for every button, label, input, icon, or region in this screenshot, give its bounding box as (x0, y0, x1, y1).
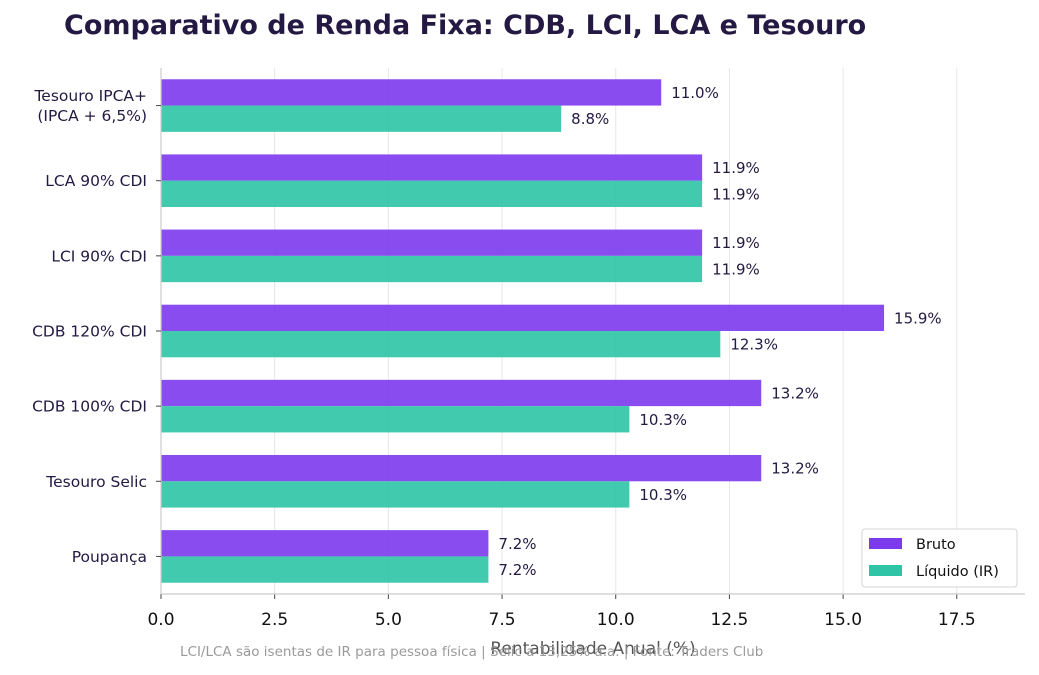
value-label: 13.2% (771, 460, 819, 478)
footnote: LCI/LCA são isentas de IR para pessoa fí… (180, 644, 763, 660)
legend-label-liquido: Líquido (IR) (916, 564, 999, 580)
x-tick-label: 2.5 (261, 610, 288, 630)
category-label: LCA 90% CDI (45, 172, 147, 190)
category-label: CDB 120% CDI (32, 323, 147, 341)
bar-liquido (161, 481, 630, 508)
x-tick-label: 7.5 (489, 610, 516, 630)
x-tick-label: 10.0 (597, 610, 635, 630)
bar-liquido (161, 331, 721, 358)
legend: Bruto Líquido (IR) (861, 528, 1018, 588)
bar-bruto (161, 154, 703, 181)
category-label: Poupança (72, 548, 147, 566)
bar-bruto (161, 79, 662, 106)
bar-liquido (161, 556, 489, 583)
chart-title: Comparativo de Renda Fixa: CDB, LCI, LCA… (64, 10, 867, 41)
category-label: CDB 100% CDI (32, 398, 147, 416)
value-label: 10.3% (639, 486, 687, 504)
bar-liquido (161, 105, 562, 132)
x-tick-label: 5.0 (375, 610, 402, 630)
bar-bruto (161, 530, 489, 557)
category-label: Tesouro IPCA+ (33, 87, 147, 105)
value-label: 11.9% (712, 234, 760, 252)
bar-bruto (161, 454, 762, 482)
legend-label-bruto: Bruto (916, 537, 956, 553)
value-labels: 7.2% 7.2% 13.2% 10.3% 13.2% 10.3% 15.9% 12.3% 11… (498, 84, 941, 579)
value-label: 10.3% (639, 411, 687, 429)
legend-swatch-liquido (869, 565, 902, 576)
x-tick-label: 17.5 (938, 610, 976, 630)
x-tick-label: 12.5 (710, 610, 748, 630)
legend-swatch-bruto (869, 538, 902, 549)
category-label: (IPCA + 6,5%) (37, 107, 147, 125)
value-label: 11.9% (712, 159, 760, 177)
category-label: Tesouro Selic (45, 473, 147, 491)
value-label: 8.8% (571, 110, 609, 128)
bar-bruto (161, 229, 703, 256)
value-label: 15.9% (894, 309, 942, 327)
bar-liquido (161, 255, 703, 283)
bars (161, 79, 885, 583)
axes: 0.0 2.5 5.0 7.5 10.0 12.5 15.0 17.5 Poupança Teso… (32, 68, 1025, 630)
value-label: 11.9% (712, 185, 760, 203)
value-label: 12.3% (730, 336, 778, 354)
bar-bruto (161, 379, 762, 407)
value-label: 11.9% (712, 261, 760, 279)
value-label: 7.2% (498, 561, 536, 579)
x-axis-title: Rentabilidade Anual (%) (490, 639, 695, 659)
x-tick-label: 0.0 (147, 610, 174, 630)
bar-bruto (161, 304, 885, 331)
category-label: LCI 90% CDI (51, 247, 147, 265)
value-label: 7.2% (498, 535, 536, 553)
x-tick-label: 15.0 (824, 610, 862, 630)
value-label: 11.0% (671, 84, 719, 102)
bar-liquido (161, 406, 630, 433)
bar-liquido (161, 180, 703, 208)
value-label: 13.2% (771, 384, 819, 402)
